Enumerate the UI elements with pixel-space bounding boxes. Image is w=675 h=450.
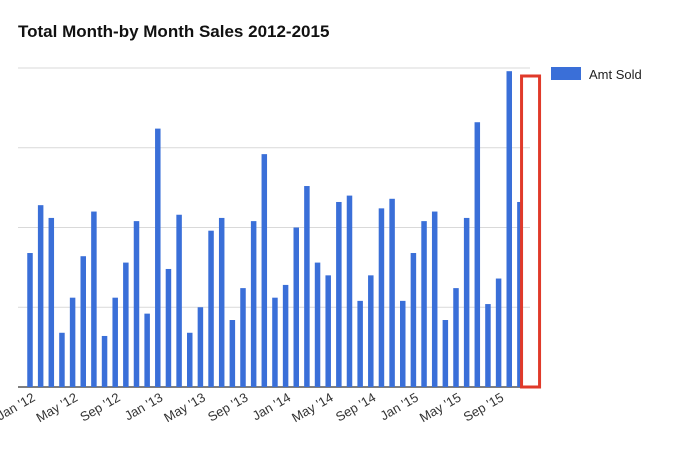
bar [389,198,395,387]
bar [240,288,246,387]
bar [357,300,363,387]
bar [506,71,512,387]
x-tick-label: Sep '12 [77,390,122,425]
bar [208,230,214,387]
bar [410,253,417,387]
bar [463,217,470,387]
chart-title: Total Month-by Month Sales 2012-2015 [18,22,330,41]
bar [304,186,310,387]
bar [346,195,353,387]
x-tick-label: Sep '13 [205,390,250,425]
bar [314,262,321,387]
x-tick-label: May '12 [34,390,81,426]
bar [442,320,449,387]
x-tick-label: Jan '12 [0,390,38,424]
x-tick-label: Sep '15 [461,390,506,425]
x-tick-label: Jan '14 [250,390,293,424]
bar [165,268,172,387]
bar [187,332,193,387]
x-tick-label: Jan '13 [122,390,165,424]
bar [453,288,459,387]
bar [293,227,299,387]
bar [485,304,491,387]
bar [112,297,118,387]
x-tick-label: Sep '14 [333,390,378,425]
bar [368,275,374,387]
bar [144,313,150,387]
bar [37,205,44,387]
bar [378,208,385,387]
bar [325,275,331,387]
bar [282,284,289,387]
legend-swatch [551,67,581,80]
bar [48,217,55,387]
x-tick-label: May '14 [289,390,336,426]
bar [272,297,278,387]
x-tick-label: May '13 [161,390,208,426]
bar [218,217,225,387]
bar [69,297,76,387]
bar [431,211,438,387]
bar [336,201,342,387]
bar [133,221,140,387]
bar [400,300,406,387]
x-tick-label: May '15 [417,390,464,426]
bar [250,221,257,387]
bar [27,253,33,387]
bar [517,201,523,387]
bar [197,307,204,387]
bar [91,211,97,387]
bar [59,332,65,387]
bar [495,278,502,387]
legend-label: Amt Sold [589,67,642,82]
bar [80,256,86,387]
bar [261,154,268,387]
highlight-box [520,74,542,389]
bar [176,214,182,387]
bar [229,320,236,387]
bar [421,221,427,387]
bar [123,262,129,387]
x-tick-label: Jan '15 [377,390,420,424]
bar [474,122,481,387]
bar [101,335,108,387]
bar [155,128,161,388]
